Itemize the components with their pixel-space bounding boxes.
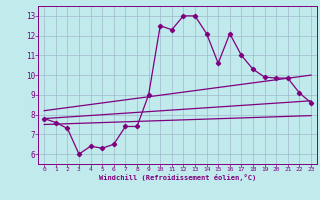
X-axis label: Windchill (Refroidissement éolien,°C): Windchill (Refroidissement éolien,°C) bbox=[99, 174, 256, 181]
